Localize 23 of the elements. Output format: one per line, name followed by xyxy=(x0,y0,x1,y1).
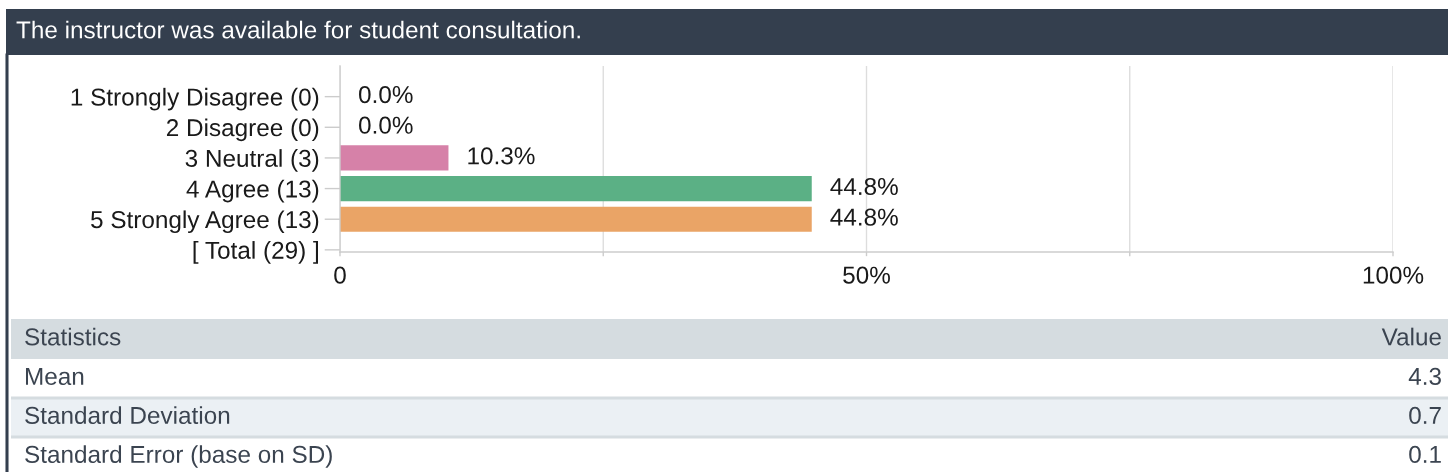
y-tick-label: 3 Neutral (3) xyxy=(185,149,319,172)
chart-title: The instructor was available for student consultation. xyxy=(16,20,580,39)
data-label: 0.1 xyxy=(1409,445,1441,464)
data-label: 0.0% xyxy=(359,116,413,134)
data-label: 0.7 xyxy=(1409,406,1441,425)
data-label: 4.3 xyxy=(1408,367,1441,386)
x-tick-label: 0 xyxy=(334,266,346,284)
category-label: Mean xyxy=(25,368,84,386)
y-tick-label: 5 Strongly Agree (13) xyxy=(91,210,319,234)
x-tick-label: 50% xyxy=(843,266,890,284)
data-label: 10.3% xyxy=(468,147,535,165)
text: Statistics xyxy=(25,327,121,346)
data-label: 44.8% xyxy=(830,208,898,226)
category-label: Standard Error (base on SD) xyxy=(25,445,332,468)
text: Value xyxy=(1381,327,1441,346)
y-tick-label: 1 Strongly Disagree (0) xyxy=(71,87,319,111)
x-tick-label: 100% xyxy=(1363,266,1424,284)
y-tick-label: [ Total (29) ] xyxy=(193,241,318,264)
data-label: 44.8% xyxy=(830,177,898,196)
data-label: 0.0% xyxy=(359,85,413,104)
y-tick-label: 2 Disagree (0) xyxy=(166,118,319,142)
y-tick-label: 4 Agree (13) xyxy=(186,179,319,203)
category-label: Standard Deviation xyxy=(25,406,230,425)
